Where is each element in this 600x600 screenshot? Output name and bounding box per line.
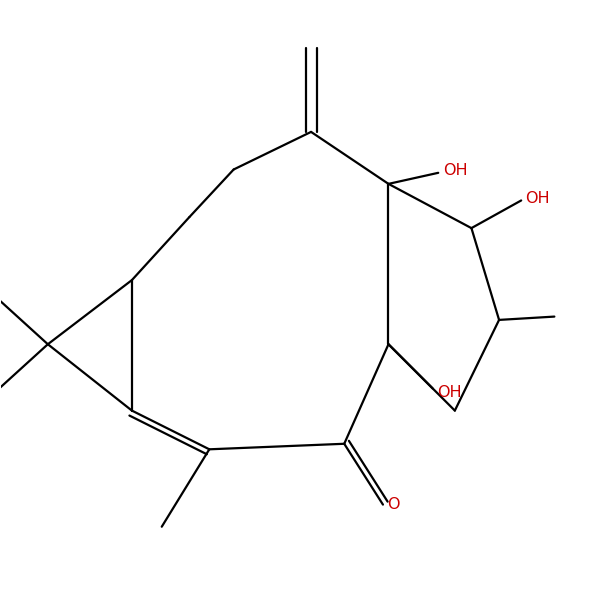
Text: OH: OH [437,385,462,400]
Text: OH: OH [526,191,550,206]
Text: O: O [388,497,400,512]
Text: OH: OH [443,163,467,178]
